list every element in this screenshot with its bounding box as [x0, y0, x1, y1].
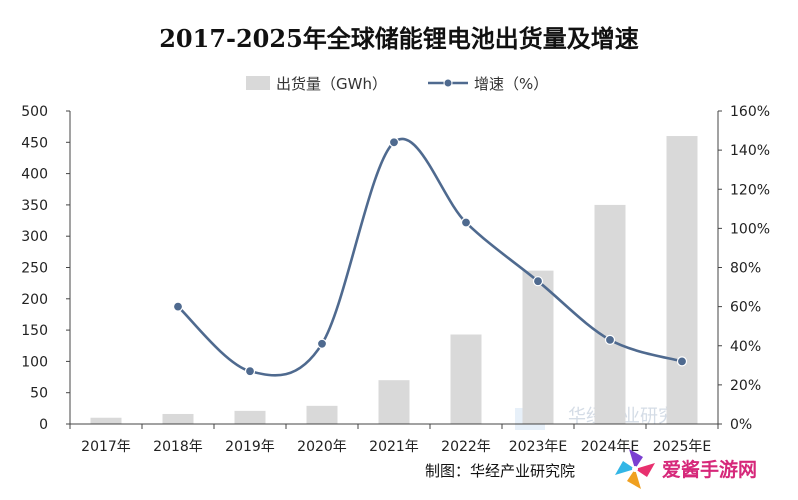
right-tick-label: 120%	[730, 182, 770, 198]
left-tick-label: 300	[21, 229, 48, 245]
bar-8	[666, 136, 698, 425]
left-tick-label: 100	[21, 354, 48, 370]
x-tick-label: 2019年	[225, 439, 275, 455]
left-tick-label: 250	[21, 261, 48, 277]
growth-point-1	[244, 366, 256, 377]
x-tick-label: 2017年	[81, 439, 131, 455]
growth-line-layer	[172, 137, 688, 377]
x-tick-label: 2023年E	[509, 439, 567, 455]
right-tick-label: 100%	[730, 221, 770, 237]
x-tick-label: 2021年	[369, 439, 419, 455]
bar-6	[522, 270, 554, 424]
bar-7	[594, 204, 626, 424]
right-tick-label: 20%	[730, 378, 761, 394]
pinwheel-icon	[615, 449, 655, 489]
chart-title: 2017-2025年全球储能锂电池出货量及增速	[159, 24, 639, 53]
left-tick-label: 400	[21, 167, 48, 183]
bar-1	[162, 413, 194, 424]
left-tick-label: 0	[39, 417, 48, 433]
axes-layer: 0 50 100 150 200 250 300 350 400 450 500 0% 20% 40% 60…	[21, 104, 770, 455]
left-tick-label: 500	[21, 104, 48, 120]
legend-line-marker	[443, 78, 453, 88]
left-tick-label: 350	[21, 198, 48, 214]
x-tick-label: 2018年	[153, 439, 203, 455]
growth-point-3	[388, 137, 400, 148]
growth-point-2	[316, 338, 328, 349]
growth-point-6	[604, 334, 616, 345]
logo-text: 爱酱手游网	[662, 458, 757, 481]
legend: 出货量（GWh） 增速（%）	[246, 75, 548, 93]
left-tick-label: 450	[21, 135, 48, 151]
right-tick-label: 140%	[730, 143, 770, 159]
legend-bar-label: 出货量（GWh）	[276, 75, 387, 93]
left-tick-label: 50	[30, 386, 48, 402]
right-tick-label: 160%	[730, 104, 770, 120]
bar-5	[450, 334, 482, 424]
legend-bar-swatch	[246, 76, 270, 90]
right-tick-label: 40%	[730, 339, 761, 355]
site-logo: 爱酱手游网	[615, 449, 757, 489]
x-tick-label: 2024年E	[581, 439, 639, 455]
bar-3	[306, 405, 338, 424]
right-tick-label: 60%	[730, 300, 761, 316]
growth-point-0	[172, 301, 184, 312]
growth-point-5	[532, 276, 544, 287]
growth-point-7	[676, 356, 688, 367]
x-tick-label: 2020年	[297, 439, 347, 455]
growth-point-4	[460, 217, 472, 228]
left-tick-label: 150	[21, 323, 48, 339]
right-tick-label: 0%	[730, 417, 752, 433]
bars-layer	[90, 136, 698, 425]
bar-4	[378, 380, 410, 424]
legend-line-label: 增速（%）	[474, 75, 548, 93]
bar-2	[234, 410, 266, 424]
x-tick-label: 2022年	[441, 439, 491, 455]
bar-0	[90, 417, 122, 424]
right-tick-label: 80%	[730, 261, 761, 277]
source-note: 制图：华经产业研究院	[425, 462, 575, 480]
x-tick-label: 2025年E	[653, 439, 711, 455]
left-tick-label: 200	[21, 292, 48, 308]
growth-line-path	[177, 137, 683, 377]
